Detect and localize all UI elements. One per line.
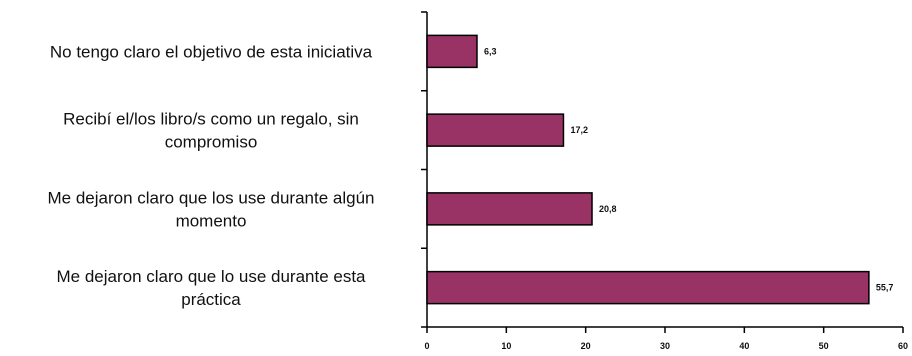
data-label: 20,8 — [599, 204, 617, 214]
data-label: 55,7 — [876, 283, 894, 293]
x-tick-label: 60 — [898, 341, 908, 351]
chart-bars — [426, 34, 870, 305]
x-tick-label: 0 — [424, 341, 429, 351]
category-label: Me dejaron claro que los use durante alg… — [48, 188, 375, 230]
x-tick-label: 20 — [581, 341, 591, 351]
category-label: No tengo claro el objetivo de esta inici… — [50, 42, 373, 61]
data-label: 6,3 — [484, 46, 497, 56]
x-tick-label: 50 — [819, 341, 829, 351]
category-label: Me dejaron claro que lo use durante esta… — [56, 267, 366, 309]
x-tick-label: 30 — [660, 341, 670, 351]
bar — [426, 192, 593, 226]
category-label: Recibí el/los libro/s como un regalo, si… — [63, 110, 359, 152]
data-label: 17,2 — [570, 125, 588, 135]
bar — [426, 113, 565, 147]
x-tick-label: 40 — [739, 341, 749, 351]
x-tick-label: 10 — [501, 341, 511, 351]
chart-labels: 0 10 20 30 40 50 60 6,3 No tengo claro el objeti… — [48, 42, 909, 351]
bar — [426, 270, 870, 305]
bar — [426, 34, 478, 69]
